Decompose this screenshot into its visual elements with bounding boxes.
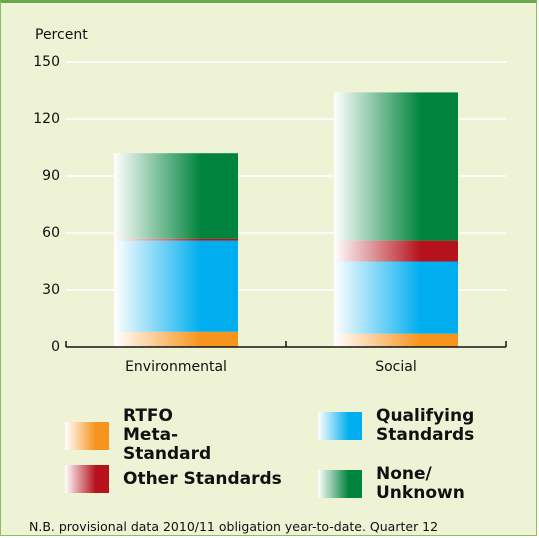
bar-segment	[114, 238, 238, 241]
bar-segment	[334, 261, 458, 334]
footnote: N.B. provisional data 2010/11 obligation…	[29, 519, 439, 534]
x-tick-label: Social	[375, 359, 417, 375]
y-tick-label: 120	[33, 111, 60, 127]
bar-segment	[114, 331, 238, 347]
bar-segment	[114, 153, 238, 239]
legend-swatch	[318, 412, 362, 440]
chart: Percent 0 30 60 90 120 150 Environmental Social	[33, 27, 507, 375]
legend-swatch	[318, 470, 362, 498]
legend-label: None/ Unknown	[376, 464, 465, 503]
bar-segment	[114, 240, 238, 332]
y-tick-label: 60	[42, 225, 60, 241]
y-axis-label: Percent	[35, 27, 88, 43]
legend-item: Qualifying Standards	[318, 407, 486, 445]
legend-item: Other Standards	[65, 465, 303, 493]
legend-swatch	[65, 465, 109, 493]
legend-label: Other Standards	[123, 468, 282, 489]
y-tick-label: 90	[42, 168, 60, 184]
legend-swatch	[65, 421, 109, 450]
bar-segment	[334, 333, 458, 347]
bar-segment	[334, 92, 458, 241]
y-tick-label: 150	[33, 54, 60, 70]
legend-item: None/ Unknown	[318, 465, 476, 503]
legend-label: Qualifying Standards	[376, 406, 475, 445]
bar-segment	[334, 240, 458, 262]
legend-item: RTFO Meta-Standard	[65, 407, 223, 464]
y-tick-label: 30	[42, 282, 60, 298]
legend-label: RTFO Meta-Standard	[123, 406, 212, 464]
x-tick-label: Environmental	[125, 359, 227, 375]
y-tick-label: 0	[51, 339, 60, 355]
